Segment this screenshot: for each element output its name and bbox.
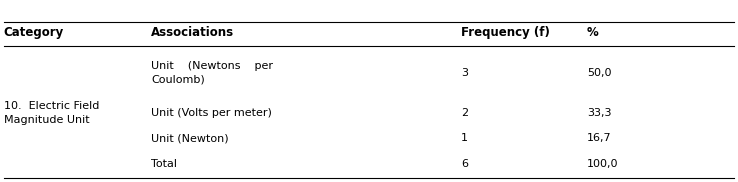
Text: Frequency (f): Frequency (f) bbox=[461, 26, 550, 39]
Text: 16,7: 16,7 bbox=[587, 133, 611, 143]
Text: 50,0: 50,0 bbox=[587, 68, 611, 78]
Text: Unit    (Newtons    per
Coulomb): Unit (Newtons per Coulomb) bbox=[151, 61, 273, 84]
Text: 1: 1 bbox=[461, 133, 468, 143]
Text: Unit (Newton): Unit (Newton) bbox=[151, 133, 229, 143]
Text: %: % bbox=[587, 26, 599, 39]
Text: 2: 2 bbox=[461, 108, 469, 118]
Text: 3: 3 bbox=[461, 68, 468, 78]
Text: 33,3: 33,3 bbox=[587, 108, 611, 118]
Text: 100,0: 100,0 bbox=[587, 159, 618, 169]
Text: 6: 6 bbox=[461, 159, 468, 169]
Text: Total: Total bbox=[151, 159, 177, 169]
Text: Associations: Associations bbox=[151, 26, 235, 39]
Text: Category: Category bbox=[4, 26, 64, 39]
Text: 10.  Electric Field
Magnitude Unit: 10. Electric Field Magnitude Unit bbox=[4, 101, 99, 125]
Text: Unit (Volts per meter): Unit (Volts per meter) bbox=[151, 108, 272, 118]
